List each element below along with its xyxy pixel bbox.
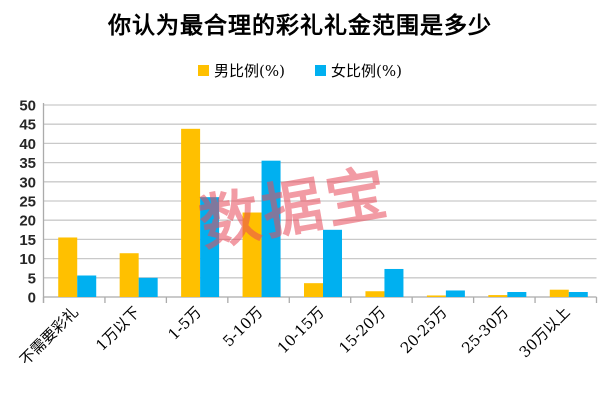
bar-female-8 xyxy=(568,292,588,297)
x-category-label: 1-5万 xyxy=(165,303,205,343)
bar-female-6 xyxy=(445,290,465,297)
x-category-label: 15-20万 xyxy=(335,303,389,357)
y-tick-label: 40 xyxy=(19,136,36,153)
legend-item-male: 男比例(%) xyxy=(198,60,285,81)
y-tick-label: 50 xyxy=(19,98,36,115)
x-category-label: 5-10万 xyxy=(219,303,266,350)
x-category-label: 1万以下 xyxy=(92,303,143,354)
legend: 男比例(%) 女比例(%) xyxy=(0,60,600,81)
bar-female-1 xyxy=(138,277,158,297)
y-tick-label: 35 xyxy=(19,155,36,172)
bar-male-4 xyxy=(304,283,323,297)
y-tick-label: 25 xyxy=(19,194,36,211)
bar-female-4 xyxy=(323,229,342,297)
legend-label-female: 女比例(%) xyxy=(331,62,402,80)
legend-label-male: 男比例(%) xyxy=(214,62,285,80)
y-tick-label: 20 xyxy=(19,213,36,230)
bar-female-5 xyxy=(384,268,404,297)
bar-male-2 xyxy=(181,128,201,297)
y-tick-label: 10 xyxy=(19,251,36,268)
x-category-label: 10-15万 xyxy=(274,303,328,357)
legend-swatch-female-icon xyxy=(315,65,326,76)
bar-male-6 xyxy=(426,295,446,297)
x-category-label: 20-25万 xyxy=(397,303,451,357)
chart-title: 你认为最合理的彩礼礼金范围是多少 xyxy=(108,12,492,39)
x-category-label: 30万以上 xyxy=(516,303,574,361)
bar-female-0 xyxy=(77,275,97,297)
bar-male-7 xyxy=(488,295,508,297)
y-tick-label: 45 xyxy=(19,117,36,134)
bar-male-5 xyxy=(365,291,385,297)
y-tick-label: 15 xyxy=(19,232,36,249)
legend-swatch-male-icon xyxy=(198,65,210,76)
x-category-label: 25-30万 xyxy=(458,303,512,357)
bar-male-8 xyxy=(549,289,569,297)
bar-chart-plot: 0 5 10 15 20 25 30 35 40 45 50 不需要彩礼 1万以下 1-5万 5-10万 10… xyxy=(16,98,598,369)
bar-female-3 xyxy=(261,160,281,297)
y-tick-label: 5 xyxy=(28,270,36,287)
bar-male-3 xyxy=(242,212,262,297)
bar-female-2 xyxy=(200,197,220,297)
bar-female-7 xyxy=(507,292,527,297)
y-tick-label: 30 xyxy=(19,174,36,191)
bar-male-1 xyxy=(119,253,139,297)
y-tick-label: 0 xyxy=(28,290,36,307)
bar-male-0 xyxy=(58,237,78,297)
x-category-label: 不需要彩礼 xyxy=(16,303,82,369)
legend-item-female: 女比例(%) xyxy=(315,60,402,81)
